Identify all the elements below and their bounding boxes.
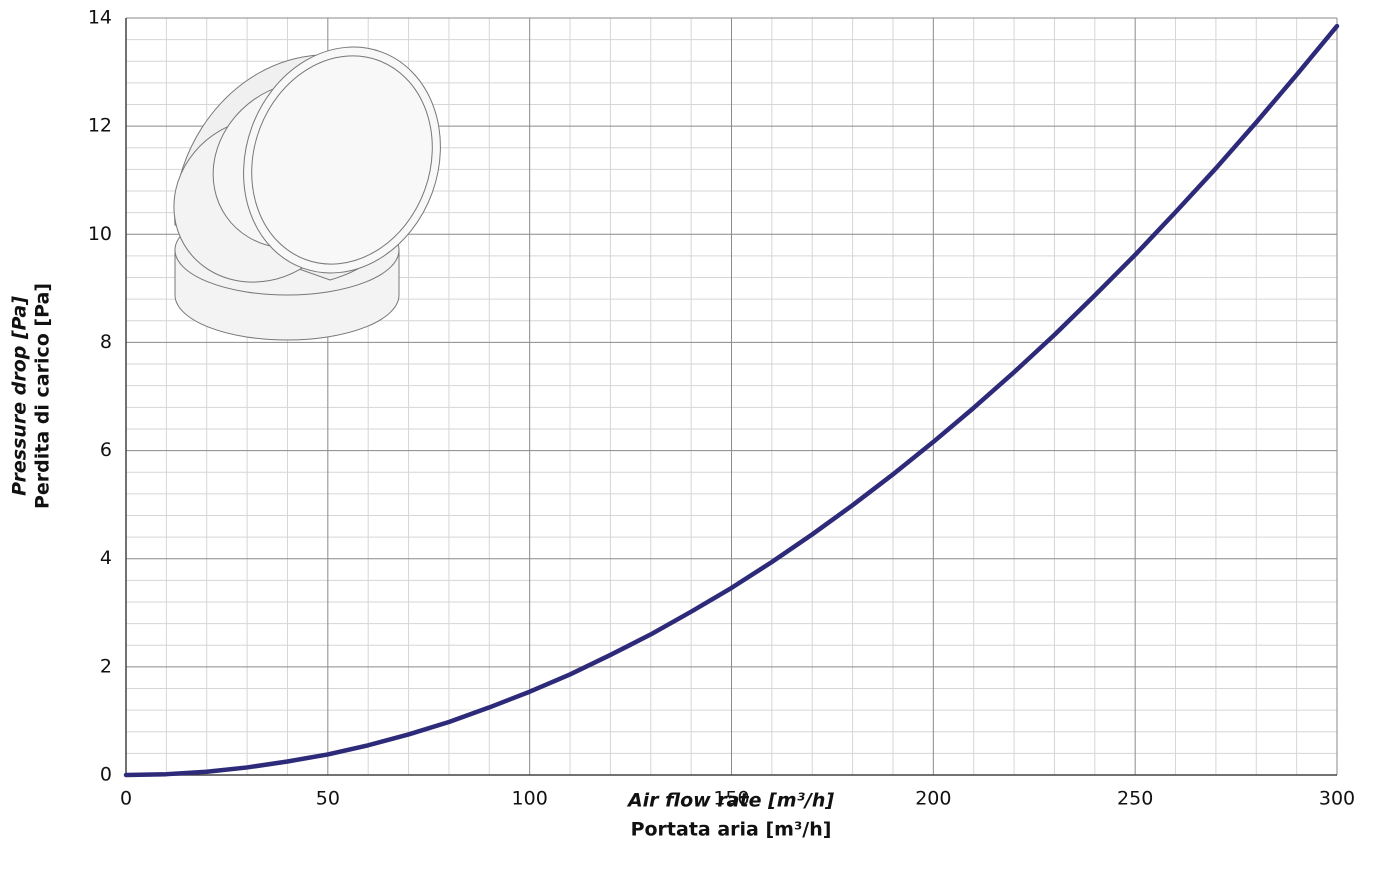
x-axis-label: Air flow rate [m³/h] [626,790,834,812]
y-tick-label: 8 [100,331,112,353]
y-tick-label: 4 [100,547,112,569]
x-tick-label: 100 [512,788,548,810]
y-axis-label: Pressure drop [Pa] [9,296,31,496]
y-tick-label: 6 [100,439,112,461]
x-tick-label: 0 [120,788,132,810]
x-tick-label: 300 [1319,788,1355,810]
y-tick-label: 14 [88,7,112,29]
x-tick-label: 200 [915,788,951,810]
plot: 0 50 100 150 200 250 300 0 2 4 6 8 10 12 14 [88,7,1355,810]
data-line [123,23,1340,778]
y-tick-label: 10 [88,223,112,245]
x-tick-label: 50 [316,788,340,810]
y-tick-label: 0 [100,764,112,786]
x-tick-label: 250 [1117,788,1153,810]
elbow-illustration [173,46,441,341]
x-axis-label-2: Portata aria [m³/h] [631,819,832,841]
y-tick-label: 12 [88,115,112,137]
x-tick-label: 150 [713,788,749,810]
y-tick-label: 2 [100,655,112,677]
y-axis-label-2: Perdita di carico [Pa] [32,283,54,509]
